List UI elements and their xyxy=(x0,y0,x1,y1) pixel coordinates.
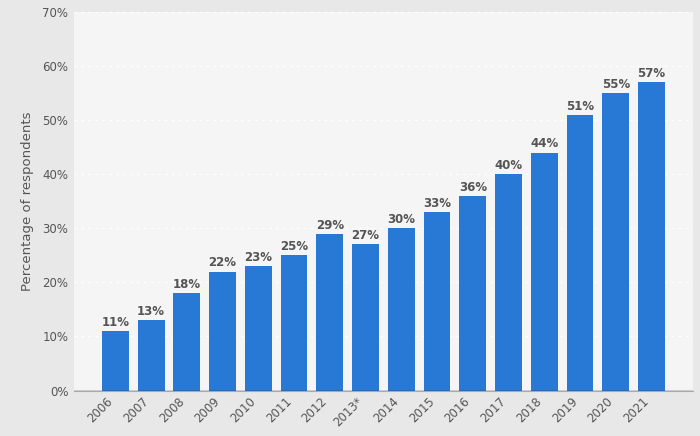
Text: 40%: 40% xyxy=(494,159,523,172)
Text: 33%: 33% xyxy=(423,197,451,210)
Text: 36%: 36% xyxy=(458,181,487,194)
Text: 18%: 18% xyxy=(173,278,201,291)
Text: 23%: 23% xyxy=(244,251,272,264)
Y-axis label: Percentage of respondents: Percentage of respondents xyxy=(21,112,34,291)
Bar xyxy=(138,320,164,391)
Bar xyxy=(603,93,629,391)
Bar xyxy=(352,245,379,391)
Text: 57%: 57% xyxy=(638,67,666,80)
Text: 27%: 27% xyxy=(351,229,379,242)
Bar xyxy=(102,331,129,391)
Text: 55%: 55% xyxy=(601,78,630,91)
Bar xyxy=(316,234,343,391)
Text: 51%: 51% xyxy=(566,99,594,112)
Bar xyxy=(245,266,272,391)
Text: 30%: 30% xyxy=(387,213,415,226)
Text: 13%: 13% xyxy=(137,305,165,318)
Bar xyxy=(209,272,236,391)
Bar xyxy=(566,115,594,391)
Bar xyxy=(388,228,414,391)
Bar xyxy=(638,82,665,391)
Bar xyxy=(424,212,451,391)
Text: 22%: 22% xyxy=(209,256,237,269)
Text: 44%: 44% xyxy=(530,137,559,150)
Bar xyxy=(174,293,200,391)
Bar xyxy=(281,255,307,391)
Bar xyxy=(459,196,486,391)
Text: 25%: 25% xyxy=(280,240,308,253)
Bar xyxy=(495,174,522,391)
Text: 29%: 29% xyxy=(316,218,344,232)
Text: 11%: 11% xyxy=(102,316,130,329)
Bar xyxy=(531,153,558,391)
